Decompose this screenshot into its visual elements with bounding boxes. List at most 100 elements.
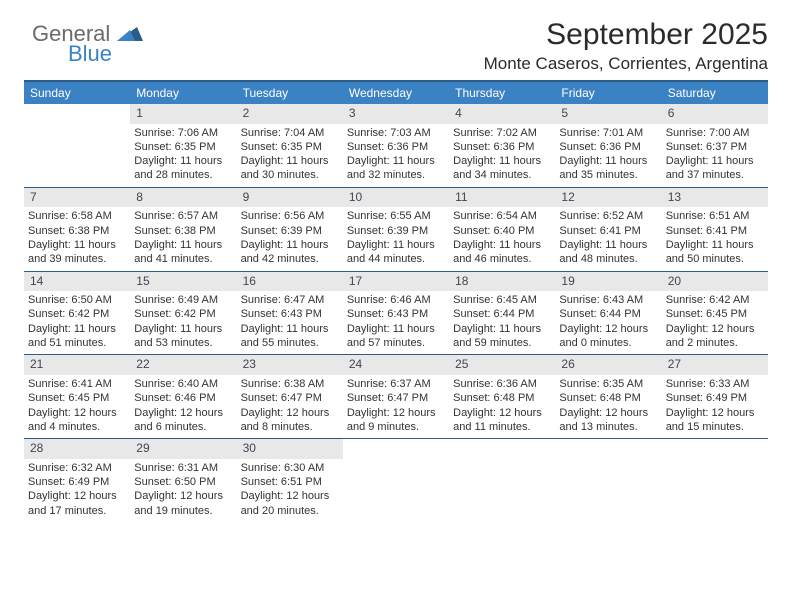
daylight-text: Daylight: 11 hours and 48 minutes. bbox=[559, 238, 657, 267]
daylight-text: Daylight: 11 hours and 55 minutes. bbox=[241, 322, 339, 351]
day-info: Sunrise: 6:30 AMSunset: 6:51 PMDaylight:… bbox=[237, 459, 343, 522]
sunset-text: Sunset: 6:36 PM bbox=[347, 140, 445, 154]
calendar-day: 9Sunrise: 6:56 AMSunset: 6:39 PMDaylight… bbox=[237, 188, 343, 271]
calendar-day: 5Sunrise: 7:01 AMSunset: 6:36 PMDaylight… bbox=[555, 104, 661, 187]
calendar-day bbox=[449, 439, 555, 522]
day-info: Sunrise: 6:36 AMSunset: 6:48 PMDaylight:… bbox=[449, 375, 555, 438]
sunset-text: Sunset: 6:35 PM bbox=[134, 140, 232, 154]
day-number: 8 bbox=[130, 188, 236, 208]
daylight-text: Daylight: 12 hours and 8 minutes. bbox=[241, 406, 339, 435]
dow-thursday: Thursday bbox=[449, 82, 555, 104]
sunrise-text: Sunrise: 6:30 AM bbox=[241, 461, 339, 475]
sunset-text: Sunset: 6:47 PM bbox=[347, 391, 445, 405]
sunrise-text: Sunrise: 6:38 AM bbox=[241, 377, 339, 391]
calendar-week: 28Sunrise: 6:32 AMSunset: 6:49 PMDayligh… bbox=[24, 438, 768, 522]
sunset-text: Sunset: 6:42 PM bbox=[28, 307, 126, 321]
calendar-day: 10Sunrise: 6:55 AMSunset: 6:39 PMDayligh… bbox=[343, 188, 449, 271]
day-info: Sunrise: 7:00 AMSunset: 6:37 PMDaylight:… bbox=[662, 124, 768, 187]
sunset-text: Sunset: 6:39 PM bbox=[241, 224, 339, 238]
day-info: Sunrise: 6:37 AMSunset: 6:47 PMDaylight:… bbox=[343, 375, 449, 438]
day-info: Sunrise: 6:58 AMSunset: 6:38 PMDaylight:… bbox=[24, 207, 130, 270]
day-number bbox=[662, 439, 768, 443]
day-number: 18 bbox=[449, 272, 555, 292]
calendar-day: 1Sunrise: 7:06 AMSunset: 6:35 PMDaylight… bbox=[130, 104, 236, 187]
calendar-day: 28Sunrise: 6:32 AMSunset: 6:49 PMDayligh… bbox=[24, 439, 130, 522]
sunset-text: Sunset: 6:38 PM bbox=[28, 224, 126, 238]
dow-sunday: Sunday bbox=[24, 82, 130, 104]
calendar-week: 1Sunrise: 7:06 AMSunset: 6:35 PMDaylight… bbox=[24, 104, 768, 187]
day-number: 29 bbox=[130, 439, 236, 459]
sunrise-text: Sunrise: 6:43 AM bbox=[559, 293, 657, 307]
sunset-text: Sunset: 6:49 PM bbox=[666, 391, 764, 405]
calendar-day: 20Sunrise: 6:42 AMSunset: 6:45 PMDayligh… bbox=[662, 272, 768, 355]
day-info: Sunrise: 6:33 AMSunset: 6:49 PMDaylight:… bbox=[662, 375, 768, 438]
day-number: 12 bbox=[555, 188, 661, 208]
day-number: 9 bbox=[237, 188, 343, 208]
day-number: 1 bbox=[130, 104, 236, 124]
sunset-text: Sunset: 6:44 PM bbox=[453, 307, 551, 321]
day-number: 30 bbox=[237, 439, 343, 459]
daylight-text: Daylight: 11 hours and 57 minutes. bbox=[347, 322, 445, 351]
sunset-text: Sunset: 6:47 PM bbox=[241, 391, 339, 405]
calendar: Sunday Monday Tuesday Wednesday Thursday… bbox=[24, 80, 768, 522]
day-info: Sunrise: 7:06 AMSunset: 6:35 PMDaylight:… bbox=[130, 124, 236, 187]
calendar-day: 12Sunrise: 6:52 AMSunset: 6:41 PMDayligh… bbox=[555, 188, 661, 271]
day-number bbox=[449, 439, 555, 443]
sunset-text: Sunset: 6:36 PM bbox=[453, 140, 551, 154]
sunrise-text: Sunrise: 6:37 AM bbox=[347, 377, 445, 391]
calendar-day: 24Sunrise: 6:37 AMSunset: 6:47 PMDayligh… bbox=[343, 355, 449, 438]
sunset-text: Sunset: 6:43 PM bbox=[347, 307, 445, 321]
day-info: Sunrise: 6:41 AMSunset: 6:45 PMDaylight:… bbox=[24, 375, 130, 438]
daylight-text: Daylight: 11 hours and 59 minutes. bbox=[453, 322, 551, 351]
sunset-text: Sunset: 6:42 PM bbox=[134, 307, 232, 321]
dow-tuesday: Tuesday bbox=[237, 82, 343, 104]
day-number: 22 bbox=[130, 355, 236, 375]
day-number bbox=[24, 104, 130, 108]
logo-blue-text: Blue bbox=[68, 44, 143, 64]
sunrise-text: Sunrise: 6:49 AM bbox=[134, 293, 232, 307]
sunrise-text: Sunrise: 6:41 AM bbox=[28, 377, 126, 391]
day-number: 24 bbox=[343, 355, 449, 375]
calendar-day: 27Sunrise: 6:33 AMSunset: 6:49 PMDayligh… bbox=[662, 355, 768, 438]
day-info: Sunrise: 6:51 AMSunset: 6:41 PMDaylight:… bbox=[662, 207, 768, 270]
calendar-day: 13Sunrise: 6:51 AMSunset: 6:41 PMDayligh… bbox=[662, 188, 768, 271]
day-number: 26 bbox=[555, 355, 661, 375]
day-number: 13 bbox=[662, 188, 768, 208]
day-number: 10 bbox=[343, 188, 449, 208]
daylight-text: Daylight: 12 hours and 15 minutes. bbox=[666, 406, 764, 435]
sunrise-text: Sunrise: 6:40 AM bbox=[134, 377, 232, 391]
logo: General Blue bbox=[24, 18, 143, 64]
sunrise-text: Sunrise: 6:58 AM bbox=[28, 209, 126, 223]
calendar-day: 2Sunrise: 7:04 AMSunset: 6:35 PMDaylight… bbox=[237, 104, 343, 187]
day-number: 2 bbox=[237, 104, 343, 124]
day-number bbox=[555, 439, 661, 443]
sunset-text: Sunset: 6:48 PM bbox=[453, 391, 551, 405]
sunrise-text: Sunrise: 6:52 AM bbox=[559, 209, 657, 223]
calendar-day: 23Sunrise: 6:38 AMSunset: 6:47 PMDayligh… bbox=[237, 355, 343, 438]
sunset-text: Sunset: 6:49 PM bbox=[28, 475, 126, 489]
daylight-text: Daylight: 11 hours and 34 minutes. bbox=[453, 154, 551, 183]
day-info: Sunrise: 6:43 AMSunset: 6:44 PMDaylight:… bbox=[555, 291, 661, 354]
calendar-day: 6Sunrise: 7:00 AMSunset: 6:37 PMDaylight… bbox=[662, 104, 768, 187]
calendar-day: 26Sunrise: 6:35 AMSunset: 6:48 PMDayligh… bbox=[555, 355, 661, 438]
daylight-text: Daylight: 11 hours and 42 minutes. bbox=[241, 238, 339, 267]
sunrise-text: Sunrise: 7:06 AM bbox=[134, 126, 232, 140]
sunset-text: Sunset: 6:44 PM bbox=[559, 307, 657, 321]
day-info: Sunrise: 6:46 AMSunset: 6:43 PMDaylight:… bbox=[343, 291, 449, 354]
day-number: 17 bbox=[343, 272, 449, 292]
daylight-text: Daylight: 11 hours and 51 minutes. bbox=[28, 322, 126, 351]
daylight-text: Daylight: 12 hours and 2 minutes. bbox=[666, 322, 764, 351]
day-info: Sunrise: 7:01 AMSunset: 6:36 PMDaylight:… bbox=[555, 124, 661, 187]
page-title: September 2025 bbox=[484, 18, 768, 52]
day-number: 4 bbox=[449, 104, 555, 124]
sunrise-text: Sunrise: 6:32 AM bbox=[28, 461, 126, 475]
daylight-text: Daylight: 11 hours and 28 minutes. bbox=[134, 154, 232, 183]
day-number: 20 bbox=[662, 272, 768, 292]
daylight-text: Daylight: 12 hours and 4 minutes. bbox=[28, 406, 126, 435]
day-info: Sunrise: 6:31 AMSunset: 6:50 PMDaylight:… bbox=[130, 459, 236, 522]
calendar-day: 7Sunrise: 6:58 AMSunset: 6:38 PMDaylight… bbox=[24, 188, 130, 271]
day-number: 16 bbox=[237, 272, 343, 292]
sunrise-text: Sunrise: 7:02 AM bbox=[453, 126, 551, 140]
calendar-weeks: 1Sunrise: 7:06 AMSunset: 6:35 PMDaylight… bbox=[24, 104, 768, 522]
sunrise-text: Sunrise: 7:03 AM bbox=[347, 126, 445, 140]
